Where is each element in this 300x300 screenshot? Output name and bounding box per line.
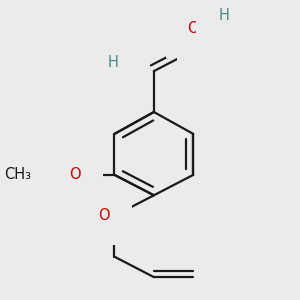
Text: O: O — [69, 167, 81, 182]
Text: H: H — [108, 55, 119, 70]
Text: O: O — [188, 21, 199, 36]
Text: CH₃: CH₃ — [4, 167, 31, 182]
Text: N: N — [199, 43, 210, 58]
Text: H: H — [218, 8, 229, 23]
Text: O: O — [98, 208, 110, 223]
